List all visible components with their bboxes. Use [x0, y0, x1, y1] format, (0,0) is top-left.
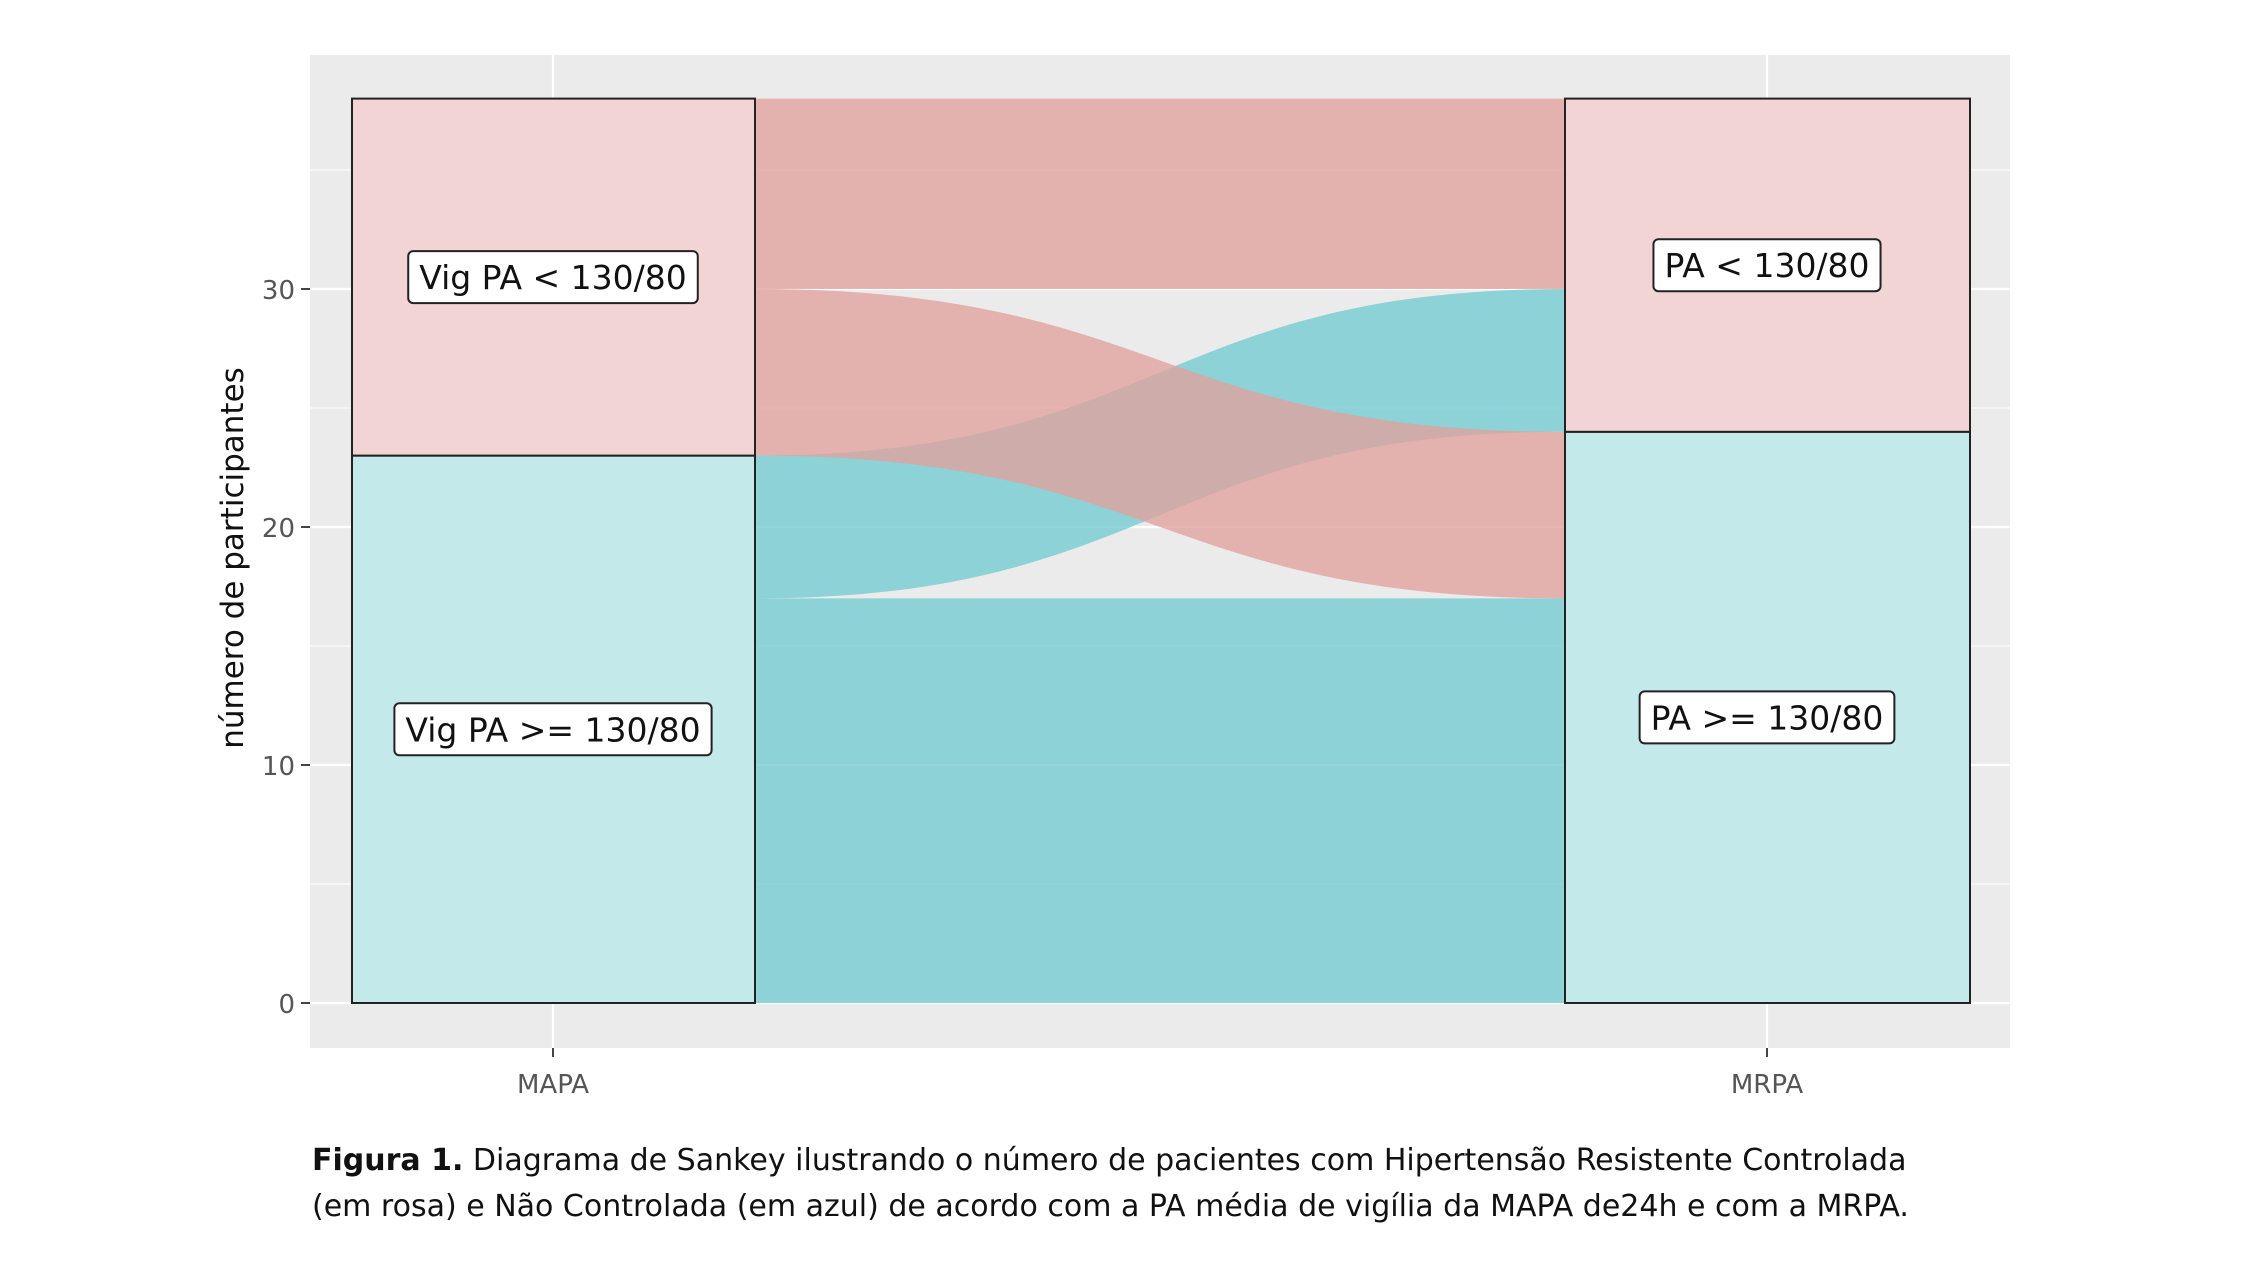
stratum-label: PA < 130/80 — [1664, 246, 1869, 285]
flow-band — [755, 598, 1565, 1003]
caption-line-2: (em rosa) e Não Controlada (em azul) de … — [312, 1189, 1909, 1224]
y-tick-label: 0 — [278, 990, 295, 1020]
flows — [755, 98, 1565, 1003]
y-axis: 0 10 20 30 — [262, 276, 310, 1020]
strata: Vig PA >= 130/80 Vig PA < 130/80 PA >= 130… — [351, 97, 1971, 1005]
x-axis: MAPA MRPA — [517, 1048, 1803, 1100]
flow-band — [755, 289, 1565, 599]
flow-band — [755, 98, 1565, 289]
stratum-label-box — [1638, 690, 1896, 745]
caption-bold: Figura 1. — [312, 1143, 464, 1178]
y-axis-title: número de participantes — [215, 367, 251, 749]
stratum-label: Vig PA >= 130/80 — [405, 710, 700, 749]
stratum-label-box — [1652, 238, 1882, 293]
x-tick-label: MAPA — [517, 1070, 589, 1100]
y-tick-label: 10 — [262, 752, 295, 782]
stratum-label: PA >= 130/80 — [1651, 698, 1884, 737]
figure-caption: Figura 1. Diagrama de Sankey ilustrando … — [312, 1138, 2012, 1230]
stratum-label-box — [407, 250, 699, 305]
y-tick-label: 30 — [262, 276, 295, 306]
stratum-label-box — [393, 702, 713, 757]
y-tick-label: 20 — [262, 514, 295, 544]
x-tick-label: MRPA — [1731, 1070, 1804, 1100]
caption-line-1: Diagrama de Sankey ilustrando o número d… — [463, 1143, 1907, 1178]
stratum-label: Vig PA < 130/80 — [419, 258, 687, 297]
